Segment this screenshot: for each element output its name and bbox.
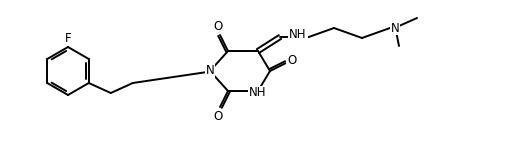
Text: O: O — [287, 53, 297, 67]
Text: NH: NH — [289, 29, 307, 41]
Text: N: N — [206, 65, 214, 77]
Text: O: O — [214, 19, 223, 32]
Text: F: F — [65, 32, 72, 45]
Text: N: N — [391, 22, 400, 34]
Text: NH: NH — [249, 87, 267, 99]
Text: O: O — [214, 110, 223, 122]
